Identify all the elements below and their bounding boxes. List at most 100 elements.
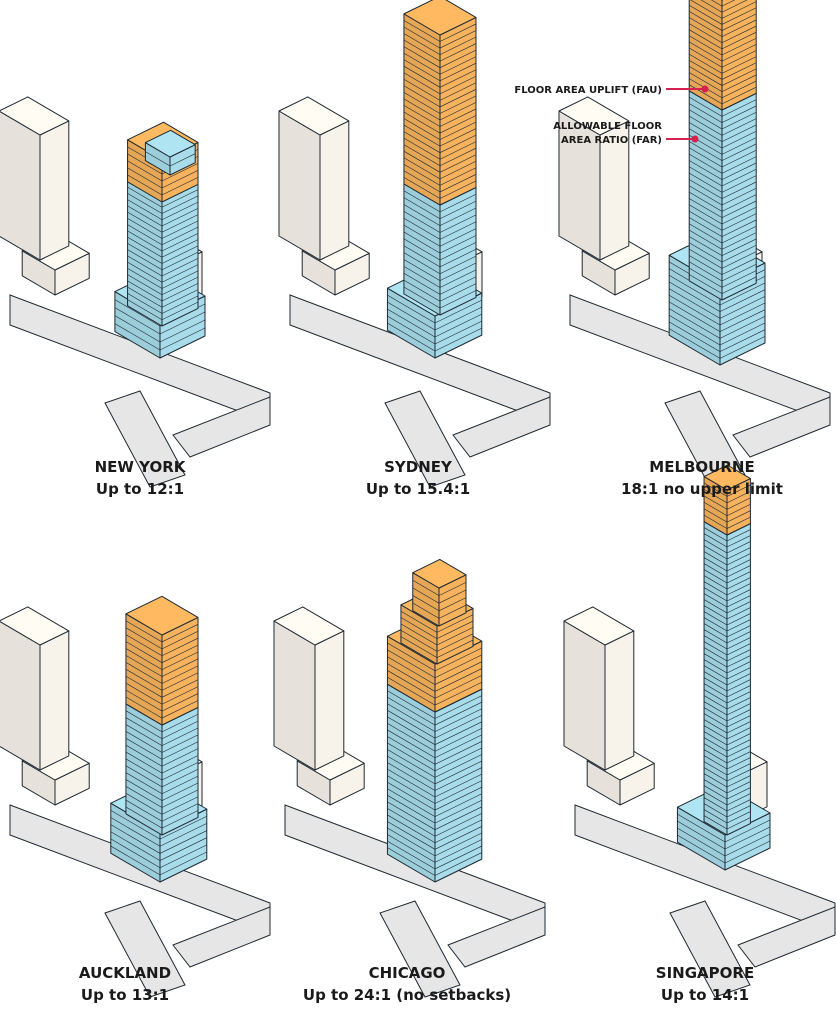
city-name-auckland: AUCKLAND (79, 964, 171, 982)
floor-line (719, 296, 766, 319)
floor-line (161, 201, 199, 221)
block-top-face (403, 0, 477, 36)
floor-line (669, 294, 721, 326)
floor-line (703, 671, 728, 686)
floor-line (161, 177, 199, 196)
floor-line (721, 156, 757, 174)
panels-layer (0, 0, 836, 998)
floor-line (689, 23, 723, 44)
floor-line (726, 709, 751, 722)
floor-line (689, 11, 723, 31)
floor-line (125, 717, 163, 740)
floor-line (710, 0, 723, 7)
floor-line (703, 761, 728, 776)
floor-line (434, 695, 482, 719)
floor-line (159, 851, 207, 876)
floor-line (726, 637, 751, 650)
floor-line (434, 754, 482, 778)
floor-line (689, 47, 723, 68)
road-surface (379, 900, 461, 998)
floor-line (703, 743, 728, 758)
floor-line (726, 491, 751, 504)
floor-line (114, 323, 161, 351)
floor-line (161, 720, 199, 740)
floor-line (726, 697, 751, 710)
road-surface (452, 396, 551, 458)
street-intersection (569, 294, 831, 488)
floor-line (161, 264, 199, 283)
block-top-face (273, 606, 345, 646)
road-surface (447, 906, 546, 968)
context-tall-block (558, 96, 630, 261)
floor-line (689, 115, 723, 136)
legend: FLOOR AREA UPLIFT (FAU) ALLOWABLE FLOOR … (514, 85, 709, 146)
floor-line (439, 235, 477, 254)
floor-line (721, 207, 757, 225)
floor-line (161, 163, 199, 182)
floor-line (434, 708, 482, 732)
floor-line (689, 41, 723, 62)
floor-line (703, 659, 728, 674)
floor-line (387, 716, 436, 745)
floor-line (703, 482, 728, 497)
floor-line (387, 827, 436, 857)
floor-line (721, 19, 757, 37)
block-top-face (144, 129, 196, 158)
floor-line (703, 495, 728, 510)
floor-line (726, 589, 751, 602)
floor-line (439, 102, 477, 121)
floor-line (689, 128, 723, 149)
floor-line (110, 838, 161, 868)
floor-line (439, 154, 477, 173)
street-intersection (574, 804, 836, 998)
floor-line (161, 782, 199, 801)
floor-line (412, 595, 440, 612)
floor-line (721, 0, 736, 7)
floor-line (159, 327, 206, 351)
floor-line (726, 535, 751, 548)
tower-crown (144, 129, 196, 176)
floor-line (161, 301, 199, 321)
floor-line (719, 336, 766, 359)
floor-line (721, 105, 757, 123)
floor-line (703, 533, 728, 548)
floor-line (127, 167, 163, 189)
floor-line (689, 223, 723, 244)
floor-line (703, 731, 728, 746)
floor-line (721, 131, 757, 149)
floor-line (161, 233, 199, 252)
floor-line (689, 4, 723, 25)
floor-line (726, 691, 751, 704)
floor-line (169, 153, 196, 167)
city-name-melbourne: MELBOURNE (649, 458, 754, 476)
floor-line (721, 264, 757, 282)
floor-line (719, 302, 766, 326)
floor-line (127, 236, 163, 258)
floor-line (703, 641, 728, 656)
floor-line (434, 780, 482, 804)
floor-line (127, 211, 163, 233)
floor-line (125, 792, 163, 815)
floor-line (719, 289, 766, 312)
floor-line (721, 0, 748, 13)
fau-tower (125, 595, 199, 726)
floor-line (689, 217, 723, 237)
legend-far-label-line1: ALLOWABLE FLOOR (553, 121, 662, 132)
floor-line (436, 620, 474, 639)
floor-line (159, 311, 206, 335)
floor-line (125, 772, 163, 795)
floor-line (127, 299, 163, 321)
floor-line (726, 817, 751, 830)
fau-tower (403, 0, 477, 206)
floor-line (127, 293, 163, 314)
floor-line (689, 72, 723, 92)
floor-line (161, 714, 199, 733)
floor-line (438, 582, 467, 596)
floor-line (161, 665, 199, 684)
floor-line (721, 62, 757, 80)
floor-line (161, 693, 199, 712)
floor-line (689, 160, 723, 180)
floor-line (439, 242, 477, 261)
floor-line (125, 662, 163, 684)
floor-line (439, 82, 477, 101)
